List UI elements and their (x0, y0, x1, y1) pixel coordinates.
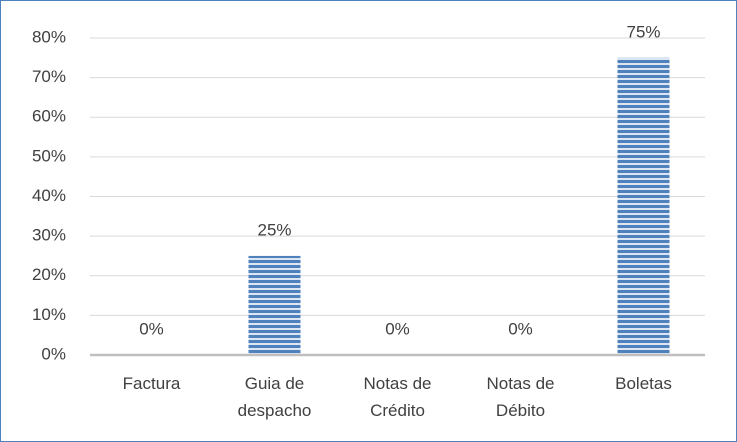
bar (248, 255, 301, 355)
data-label: 25% (257, 220, 291, 239)
x-tick-label: Factura (122, 374, 181, 393)
y-tick-label: 10% (32, 305, 66, 324)
y-tick-label: 60% (32, 107, 66, 126)
y-tick-label: 0% (41, 344, 66, 363)
x-tick-label: Notas de Débito (486, 374, 555, 420)
y-tick-label: 40% (32, 186, 66, 205)
data-label: 75% (626, 22, 660, 41)
data-label: 0% (139, 319, 164, 338)
bar (617, 57, 670, 355)
data-label: 0% (385, 319, 410, 338)
x-tick-label: Notas de Crédito (363, 374, 432, 420)
y-tick-label: 20% (32, 265, 66, 284)
x-tick-label: Boletas (615, 374, 672, 393)
y-tick-label: 30% (32, 226, 66, 245)
y-tick-label: 50% (32, 146, 66, 165)
y-tick-label: 70% (32, 67, 66, 86)
data-label: 0% (508, 319, 533, 338)
x-tick-label: Guia de despacho (237, 374, 312, 420)
y-tick-label: 80% (32, 27, 66, 46)
